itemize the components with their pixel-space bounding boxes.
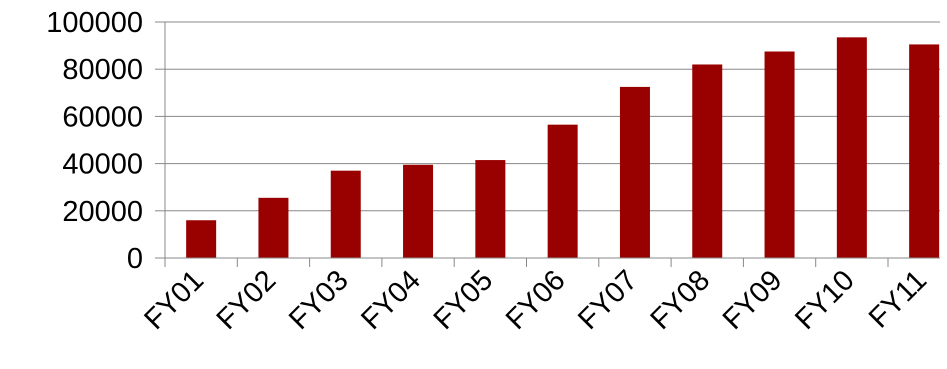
y-tick-label: 80000: [62, 54, 143, 86]
y-axis-tick-labels: 0 20000 40000 60000 80000 100000: [46, 7, 143, 275]
bar-fy01: [186, 220, 217, 258]
bar-fy04: [403, 164, 434, 258]
bar-fy11: [909, 44, 940, 258]
x-tick-label: FY07: [572, 264, 644, 336]
x-tick-label: FY04: [355, 264, 427, 336]
bar-fy02: [258, 197, 289, 258]
bars: [186, 37, 940, 259]
gridlines: [165, 21, 940, 212]
x-tick-label: FY10: [789, 264, 861, 336]
x-tick-label: FY03: [283, 264, 355, 336]
bar-fy07: [619, 86, 650, 259]
x-tick-label: FY06: [500, 264, 572, 336]
x-tick-label: FY02: [211, 264, 283, 336]
bar-fy03: [330, 170, 361, 258]
x-tick-label: FY09: [717, 264, 789, 336]
y-tick-label: 60000: [62, 101, 143, 133]
y-tick-label: 40000: [62, 149, 143, 181]
bar-fy06: [547, 124, 578, 258]
x-tick-label: FY01: [138, 264, 210, 336]
x-tick-label: FY08: [645, 264, 717, 336]
bar-fy09: [764, 51, 795, 258]
y-tick-label: 0: [127, 243, 143, 275]
y-tick-label: 20000: [62, 196, 143, 228]
x-tick-label: FY11: [863, 264, 933, 334]
axes: [155, 21, 940, 267]
x-axis-tick-labels: FY01 FY02 FY03 FY04 FY05 FY06 FY07 FY08 FY09 FY10…: [138, 264, 933, 336]
x-tick-label: FY05: [428, 264, 500, 336]
y-tick-label: 100000: [46, 7, 143, 39]
bar-fy10: [836, 37, 867, 259]
bar-fy05: [475, 160, 506, 258]
bar-fy08: [692, 64, 723, 258]
